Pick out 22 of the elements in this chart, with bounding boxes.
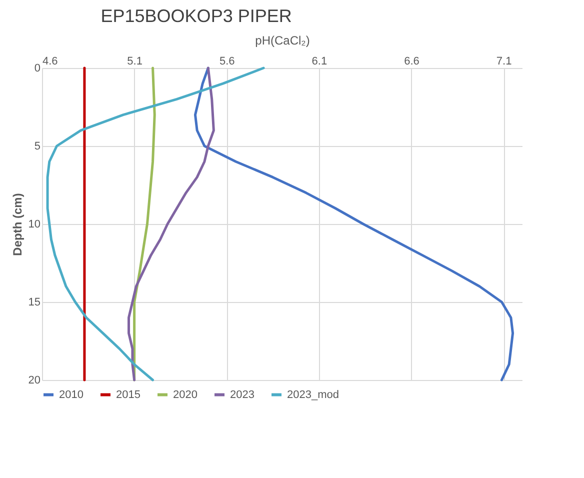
x-tick-label: 5.6: [219, 56, 235, 68]
x-axis-title: pH(CaCl₂): [255, 34, 310, 48]
y-axis-title: Depth (cm): [10, 193, 24, 256]
legend-label: 2023_mod: [287, 388, 339, 401]
x-tick-label: 4.6: [42, 56, 58, 68]
chart-title: EP15BOOKOP3 PIPER: [100, 6, 292, 26]
y-tick-label: 20: [28, 374, 40, 386]
x-tick-label: 6.6: [404, 56, 420, 68]
legend-label: 2023: [230, 388, 254, 401]
x-tick-label: 6.1: [312, 56, 328, 68]
legend-label: 2020: [173, 388, 198, 401]
line-series: [194, 66, 514, 382]
legend-label: 2010: [59, 388, 84, 401]
legend-label: 2015: [116, 388, 140, 401]
y-tick-label: 10: [28, 218, 40, 230]
x-tick-label: 5.1: [127, 56, 142, 68]
line-series: [128, 66, 215, 382]
y-tick-label: 5: [34, 140, 40, 152]
x-tick-label: 7.1: [496, 56, 512, 68]
line-series: [46, 66, 265, 382]
y-tick-label: 15: [28, 296, 40, 308]
y-tick-label: 0: [34, 62, 40, 74]
